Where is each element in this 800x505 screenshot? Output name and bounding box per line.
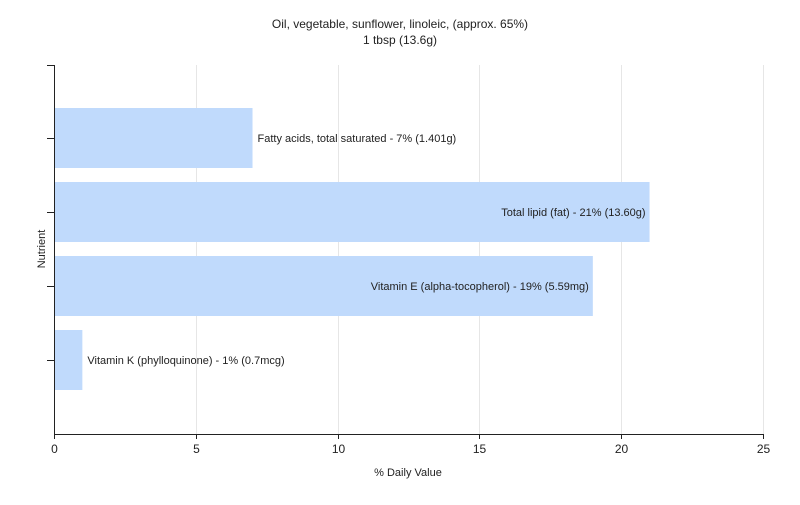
bar-label: Vitamin K (phylloquinone) - 1% (0.7mcg) (87, 355, 284, 367)
bar-label: Total lipid (fat) - 21% (13.60g) (501, 207, 645, 219)
bar (54, 108, 253, 168)
x-tick-label: 5 (193, 442, 200, 456)
chart-subtitle: 1 tbsp (13.6g) (363, 33, 437, 47)
x-tick-label: 0 (51, 442, 58, 456)
x-tick-label: 10 (332, 442, 346, 456)
axes (54, 65, 764, 435)
bars: Fatty acids, total saturated - 7% (1.401… (54, 108, 650, 390)
x-axis-label: % Daily Value (374, 467, 442, 479)
y-axis-label: Nutrient (36, 230, 48, 269)
x-tick-label: 25 (757, 442, 771, 456)
chart-title: Oil, vegetable, sunflower, linoleic, (ap… (272, 17, 528, 31)
x-tick-label: 15 (473, 442, 487, 456)
bar-label: Vitamin E (alpha-tocopherol) - 19% (5.59… (371, 281, 589, 293)
x-tick-label: 20 (615, 442, 629, 456)
bar-label: Fatty acids, total saturated - 7% (1.401… (258, 133, 457, 145)
bar (54, 182, 650, 242)
grid (196, 65, 764, 434)
bar (54, 330, 83, 390)
ticks: 0 5 10 15 20 25 (47, 65, 771, 456)
bar (54, 256, 593, 316)
